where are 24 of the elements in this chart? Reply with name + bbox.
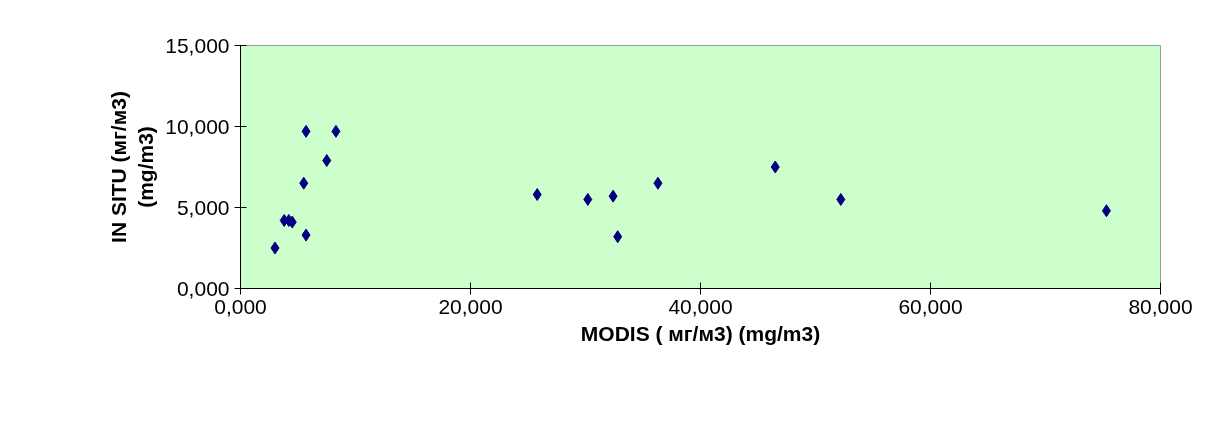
point [770, 160, 780, 174]
y-tick-label: 5,000 [176, 195, 230, 219]
y-tick-label: 10,000 [165, 114, 230, 138]
point [299, 176, 309, 190]
y-axis-title: IN SITU (мг/м3) (mg/m3) [106, 91, 158, 243]
x-tick-label: 80,000 [1128, 294, 1193, 318]
y-tick-label: 15,000 [165, 33, 230, 57]
point [653, 176, 663, 190]
point [836, 192, 846, 206]
y-tick-label: 0,000 [176, 276, 230, 300]
point [583, 192, 593, 206]
point [301, 124, 311, 138]
x-tick-label: 60,000 [898, 294, 963, 318]
point [532, 188, 542, 202]
point [270, 241, 280, 255]
x-tick-label: 40,000 [668, 294, 733, 318]
point [331, 124, 341, 138]
point [322, 154, 332, 168]
x-axis-title: MODIS ( мг/м3) (mg/m3) [580, 321, 821, 345]
point [608, 189, 618, 203]
point [301, 228, 311, 242]
point [1101, 204, 1111, 218]
point [613, 230, 623, 244]
x-tick-label: 20,000 [438, 294, 503, 318]
